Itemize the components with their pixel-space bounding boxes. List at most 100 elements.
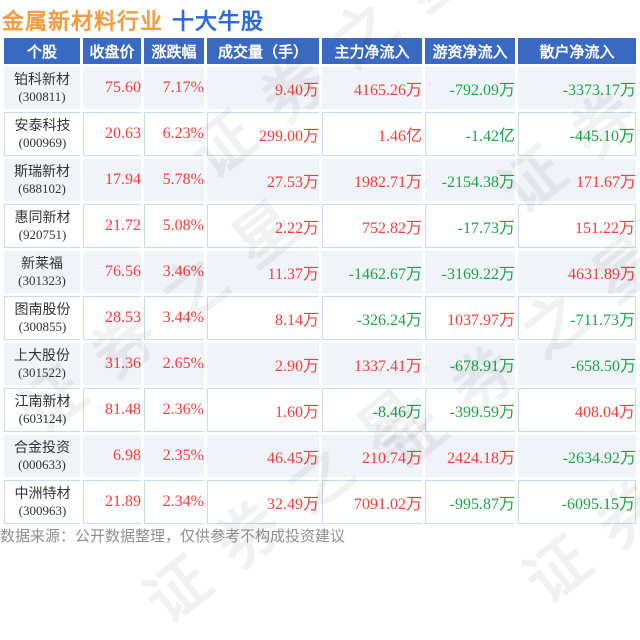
cell-stock: 上大股份 (301522) bbox=[4, 343, 80, 385]
cell-volume: 8.14万 bbox=[207, 296, 319, 340]
table-row: 新莱福 (301323) 76.56 3.46% 11.37万 -1462.67万 -316… bbox=[4, 251, 636, 293]
cell-close: 17.94 bbox=[83, 159, 141, 201]
cell-main-inflow: 210.74万 bbox=[322, 435, 422, 477]
cell-change: 2.65% bbox=[144, 343, 204, 385]
cell-stock: 中洲特材 (300963) bbox=[4, 480, 80, 524]
cell-retail-inflow: 408.04万 bbox=[518, 388, 636, 432]
cell-close: 20.63 bbox=[83, 112, 141, 156]
cell-volume: 2.22万 bbox=[207, 204, 319, 248]
cell-close: 75.60 bbox=[83, 67, 141, 109]
cell-hotmoney-inflow: 1037.97万 bbox=[425, 296, 515, 340]
cell-retail-inflow: -658.50万 bbox=[518, 343, 636, 385]
cell-main-inflow: -326.24万 bbox=[322, 296, 422, 340]
cell-stock: 江南新材 (603124) bbox=[4, 388, 80, 432]
stock-name: 斯瑞新材 bbox=[14, 163, 70, 180]
table-header-row: 个股 收盘价 涨跌幅 成交量（手） 主力净流入 游资净流入 散户净流入 bbox=[4, 38, 636, 64]
cell-change: 6.23% bbox=[144, 112, 204, 156]
table-row: 中洲特材 (300963) 21.89 2.34% 32.49万 7091.02万 -995… bbox=[4, 480, 636, 524]
cell-retail-inflow: -6095.15万 bbox=[518, 480, 636, 524]
cell-close: 21.89 bbox=[83, 480, 141, 524]
stock-name: 上大股份 bbox=[14, 347, 70, 364]
table-row: 上大股份 (301522) 31.36 2.65% 2.90万 1337.41万 -678.… bbox=[4, 343, 636, 385]
cell-hotmoney-inflow: -678.91万 bbox=[425, 343, 515, 385]
page-title: 金属新材料行业 十大牛股 bbox=[2, 4, 264, 36]
cell-hotmoney-inflow: -1.42亿 bbox=[425, 112, 515, 156]
cell-main-inflow: 1.46亿 bbox=[322, 112, 422, 156]
cell-retail-inflow: -3373.17万 bbox=[518, 67, 636, 109]
cell-volume: 2.90万 bbox=[207, 343, 319, 385]
header-cell-stock: 个股 bbox=[4, 38, 80, 64]
cell-change: 3.44% bbox=[144, 296, 204, 340]
cell-main-inflow: 1337.41万 bbox=[322, 343, 422, 385]
cell-volume: 32.49万 bbox=[207, 480, 319, 524]
stock-code: (301323) bbox=[18, 272, 66, 288]
table-row: 江南新材 (603124) 81.48 2.36% 1.60万 -8.46万 -399.59… bbox=[4, 388, 636, 432]
cell-volume: 27.53万 bbox=[207, 159, 319, 201]
cell-volume: 299.00万 bbox=[207, 112, 319, 156]
table-row: 斯瑞新材 (688102) 17.94 5.78% 27.53万 1982.71万 -215… bbox=[4, 159, 636, 201]
stock-name: 惠同新材 bbox=[14, 209, 71, 226]
cell-stock: 斯瑞新材 (688102) bbox=[4, 159, 80, 201]
cell-retail-inflow: -445.10万 bbox=[518, 112, 636, 156]
cell-close: 6.98 bbox=[83, 435, 141, 477]
cell-retail-inflow: 4631.89万 bbox=[518, 251, 636, 293]
title-topic: 十大牛股 bbox=[172, 9, 265, 34]
cell-retail-inflow: -711.73万 bbox=[518, 296, 636, 340]
header-cell-volume: 成交量（手） bbox=[207, 38, 319, 64]
cell-hotmoney-inflow: 2424.18万 bbox=[425, 435, 515, 477]
table-row: 安泰科技 (000969) 20.63 6.23% 299.00万 1.46亿 -1.42亿… bbox=[4, 112, 636, 156]
table-row: 图南股份 (300855) 28.53 3.44% 8.14万 -326.24万 1037.… bbox=[4, 296, 636, 340]
cell-main-inflow: 4165.26万 bbox=[322, 67, 422, 109]
cell-stock: 安泰科技 (000969) bbox=[4, 112, 80, 156]
cell-volume: 11.37万 bbox=[207, 251, 319, 293]
cell-main-inflow: -1462.67万 bbox=[322, 251, 422, 293]
table-row: 合金投资 (000633) 6.98 2.35% 46.45万 210.74万 2424.1… bbox=[4, 435, 636, 477]
cell-retail-inflow: 171.67万 bbox=[518, 159, 636, 201]
stock-name: 铂科新材 bbox=[14, 71, 70, 88]
cell-stock: 惠同新材 (920751) bbox=[4, 204, 80, 248]
cell-stock: 合金投资 (000633) bbox=[4, 435, 80, 477]
cell-retail-inflow: 151.22万 bbox=[518, 204, 636, 248]
cell-volume: 9.40万 bbox=[207, 67, 319, 109]
cell-main-inflow: 1982.71万 bbox=[322, 159, 422, 201]
cell-stock: 铂科新材 (300811) bbox=[4, 67, 80, 109]
title-industry: 金属新材料行业 bbox=[2, 9, 164, 34]
stock-code: (920751) bbox=[18, 226, 67, 242]
cell-change: 2.34% bbox=[144, 480, 204, 524]
cell-hotmoney-inflow: -792.09万 bbox=[425, 67, 515, 109]
stock-code: (000633) bbox=[18, 456, 66, 472]
cell-close: 76.56 bbox=[83, 251, 141, 293]
header-cell-hotmoney-inflow: 游资净流入 bbox=[425, 38, 515, 64]
stock-code: (300811) bbox=[18, 88, 66, 104]
stock-name: 安泰科技 bbox=[14, 117, 71, 134]
stock-code: (300855) bbox=[18, 318, 67, 334]
cell-stock: 图南股份 (300855) bbox=[4, 296, 80, 340]
cell-hotmoney-inflow: -3169.22万 bbox=[425, 251, 515, 293]
cell-change: 5.08% bbox=[144, 204, 204, 248]
cell-close: 31.36 bbox=[83, 343, 141, 385]
header-cell-change: 涨跌幅 bbox=[144, 38, 204, 64]
stock-name: 中洲特材 bbox=[14, 485, 71, 502]
cell-retail-inflow: -2634.92万 bbox=[518, 435, 636, 477]
cell-volume: 46.45万 bbox=[207, 435, 319, 477]
table-row: 铂科新材 (300811) 75.60 7.17% 9.40万 4165.26万 -792.… bbox=[4, 67, 636, 109]
cell-change: 2.36% bbox=[144, 388, 204, 432]
table-body: 铂科新材 (300811) 75.60 7.17% 9.40万 4165.26万 -792.… bbox=[4, 67, 636, 524]
cell-main-inflow: -8.46万 bbox=[322, 388, 422, 432]
stock-code: (300963) bbox=[18, 502, 67, 518]
cell-change: 3.46% bbox=[144, 251, 204, 293]
stock-code: (301522) bbox=[18, 364, 66, 380]
cell-hotmoney-inflow: -17.73万 bbox=[425, 204, 515, 248]
stock-name: 江南新材 bbox=[14, 393, 71, 410]
cell-change: 2.35% bbox=[144, 435, 204, 477]
cell-hotmoney-inflow: -995.87万 bbox=[425, 480, 515, 524]
stock-table: 个股 收盘价 涨跌幅 成交量（手） 主力净流入 游资净流入 散户净流入 铂科新材 (30081… bbox=[1, 35, 639, 527]
header-cell-close: 收盘价 bbox=[83, 38, 141, 64]
stock-code: (000969) bbox=[18, 134, 67, 150]
stock-name: 图南股份 bbox=[14, 301, 71, 318]
cell-change: 5.78% bbox=[144, 159, 204, 201]
cell-volume: 1.60万 bbox=[207, 388, 319, 432]
cell-main-inflow: 7091.02万 bbox=[322, 480, 422, 524]
table-row: 惠同新材 (920751) 21.72 5.08% 2.22万 752.82万 -17.73… bbox=[4, 204, 636, 248]
stock-name: 新莱福 bbox=[21, 255, 63, 272]
